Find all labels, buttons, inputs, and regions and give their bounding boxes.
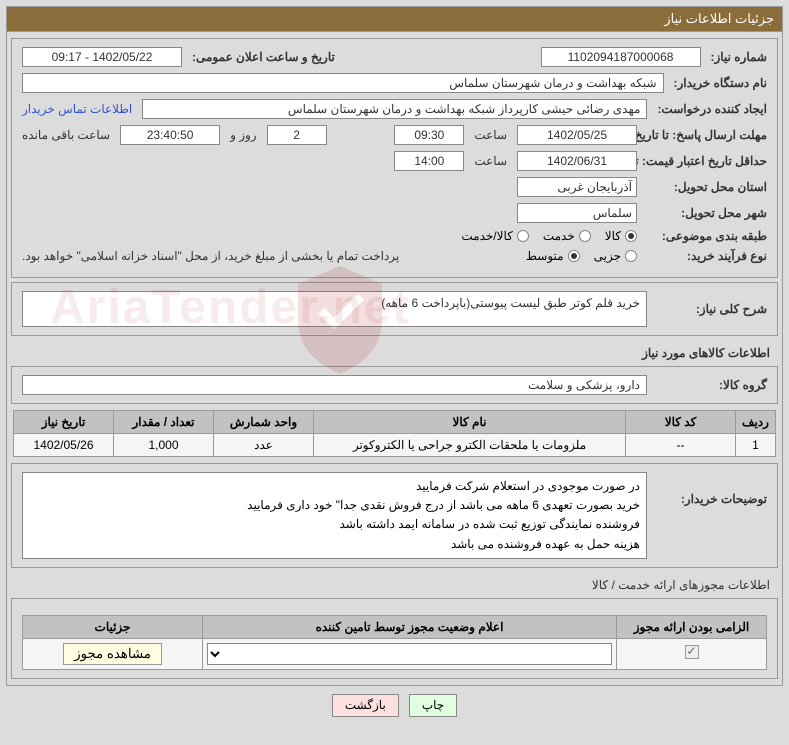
- buyer-org-label: نام دستگاه خریدار:: [674, 76, 768, 90]
- notes-field: در صورت موجودی در استعلام شرکت فرمایید خ…: [22, 472, 647, 559]
- province-field: آذربایجان غربی: [517, 177, 637, 197]
- announce-field: 1402/05/22 - 09:17: [22, 47, 182, 67]
- panel-header: جزئیات اطلاعات نیاز: [6, 6, 783, 32]
- province-label: استان محل تحویل:: [637, 180, 767, 194]
- th-status: اعلام وضعیت مجوز توسط تامین کننده: [203, 615, 617, 638]
- validity-label: حداقل تاریخ اعتبار قیمت: تا تاریخ:: [637, 154, 767, 168]
- group-field: دارو، پزشکی و سلامت: [22, 375, 647, 395]
- notes-label: توضیحات خریدار:: [647, 472, 767, 506]
- td-idx: 1: [736, 434, 776, 457]
- requester-label: ایجاد کننده درخواست:: [657, 102, 767, 116]
- rooz-label: روز و: [230, 128, 257, 142]
- saat-label-1: ساعت: [474, 128, 507, 142]
- th-idx: ردیف: [736, 411, 776, 434]
- validity-time-field: 14:00: [394, 151, 464, 171]
- radio-motavasset[interactable]: متوسط: [526, 249, 580, 263]
- back-button[interactable]: بازگشت: [332, 694, 399, 717]
- remain-suffix: ساعت باقی مانده: [22, 128, 110, 142]
- saat-label-2: ساعت: [474, 154, 507, 168]
- radio-kala-khadamat[interactable]: کالا/خدمت: [461, 229, 528, 243]
- th-mandatory: الزامی بودن ارائه مجوز: [617, 615, 767, 638]
- license-title: اطلاعات مجوزهای ارائه خدمت / کالا: [9, 572, 780, 594]
- radio-jozei[interactable]: جزیی: [594, 249, 637, 263]
- city-label: شهر محل تحویل:: [637, 206, 767, 220]
- radio-icon: [579, 230, 591, 242]
- td-details: مشاهده مجوز: [23, 638, 203, 669]
- buyer-contact-link[interactable]: اطلاعات تماس خریدار: [22, 102, 132, 116]
- td-date: 1402/05/26: [14, 434, 114, 457]
- radio-icon: [625, 250, 637, 262]
- radio-icon: [568, 250, 580, 262]
- validity-date-field: 1402/06/31: [517, 151, 637, 171]
- goods-section-title: اطلاعات کالاهای مورد نیاز: [9, 340, 780, 362]
- remain-days-field: 2: [267, 125, 327, 145]
- goods-table: ردیف کد کالا نام کالا واحد شمارش تعداد /…: [13, 410, 776, 457]
- requester-field: مهدی رضائی حیشی کارپرداز شبکه بهداشت و د…: [142, 99, 647, 119]
- need-number-field: 1102094187000068: [541, 47, 701, 67]
- td-name: ملزومات یا ملحقات الکترو جراحی یا الکترو…: [314, 434, 626, 457]
- group-label: گروه کالا:: [647, 378, 767, 392]
- desc-field: خرید قلم کوتر طبق لیست پیوستی(باپرداخت 6…: [22, 291, 647, 327]
- radio-khadamat[interactable]: خدمت: [543, 229, 591, 243]
- buyer-org-field: شبکه بهداشت و درمان شهرستان سلماس: [22, 73, 664, 93]
- status-select[interactable]: [207, 643, 612, 665]
- deadline-time-field: 09:30: [394, 125, 464, 145]
- table-row: مشاهده مجوز: [23, 638, 767, 669]
- th-qty: تعداد / مقدار: [114, 411, 214, 434]
- td-mandatory: [617, 638, 767, 669]
- th-code: کد کالا: [626, 411, 736, 434]
- td-unit: عدد: [214, 434, 314, 457]
- subject-cat-label: طبقه بندی موضوعی:: [637, 229, 767, 243]
- th-unit: واحد شمارش: [214, 411, 314, 434]
- deadline-date-field: 1402/05/25: [517, 125, 637, 145]
- radio-icon: [517, 230, 529, 242]
- buy-type-label: نوع فرآیند خرید:: [637, 249, 767, 263]
- radio-kala[interactable]: کالا: [605, 229, 637, 243]
- checkbox-icon: [685, 645, 699, 659]
- need-number-label: شماره نیاز:: [711, 50, 767, 64]
- th-name: نام کالا: [314, 411, 626, 434]
- deadline-label: مهلت ارسال پاسخ: تا تاریخ:: [637, 128, 767, 142]
- th-details: جزئیات: [23, 615, 203, 638]
- desc-label: شرح کلی نیاز:: [647, 302, 767, 316]
- license-table: الزامی بودن ارائه مجوز اعلام وضعیت مجوز …: [22, 615, 767, 670]
- print-button[interactable]: چاپ: [409, 694, 457, 717]
- radio-icon: [625, 230, 637, 242]
- td-qty: 1,000: [114, 434, 214, 457]
- remain-time-field: 23:40:50: [120, 125, 220, 145]
- announce-label: تاریخ و ساعت اعلان عمومی:: [192, 50, 335, 64]
- td-status: [203, 638, 617, 669]
- table-row: 1 -- ملزومات یا ملحقات الکترو جراحی یا ا…: [14, 434, 776, 457]
- buy-note: پرداخت تمام یا بخشی از مبلغ خرید، از محل…: [22, 249, 399, 263]
- td-code: --: [626, 434, 736, 457]
- city-field: سلماس: [517, 203, 637, 223]
- th-date: تاریخ نیاز: [14, 411, 114, 434]
- view-license-button[interactable]: مشاهده مجوز: [63, 643, 162, 665]
